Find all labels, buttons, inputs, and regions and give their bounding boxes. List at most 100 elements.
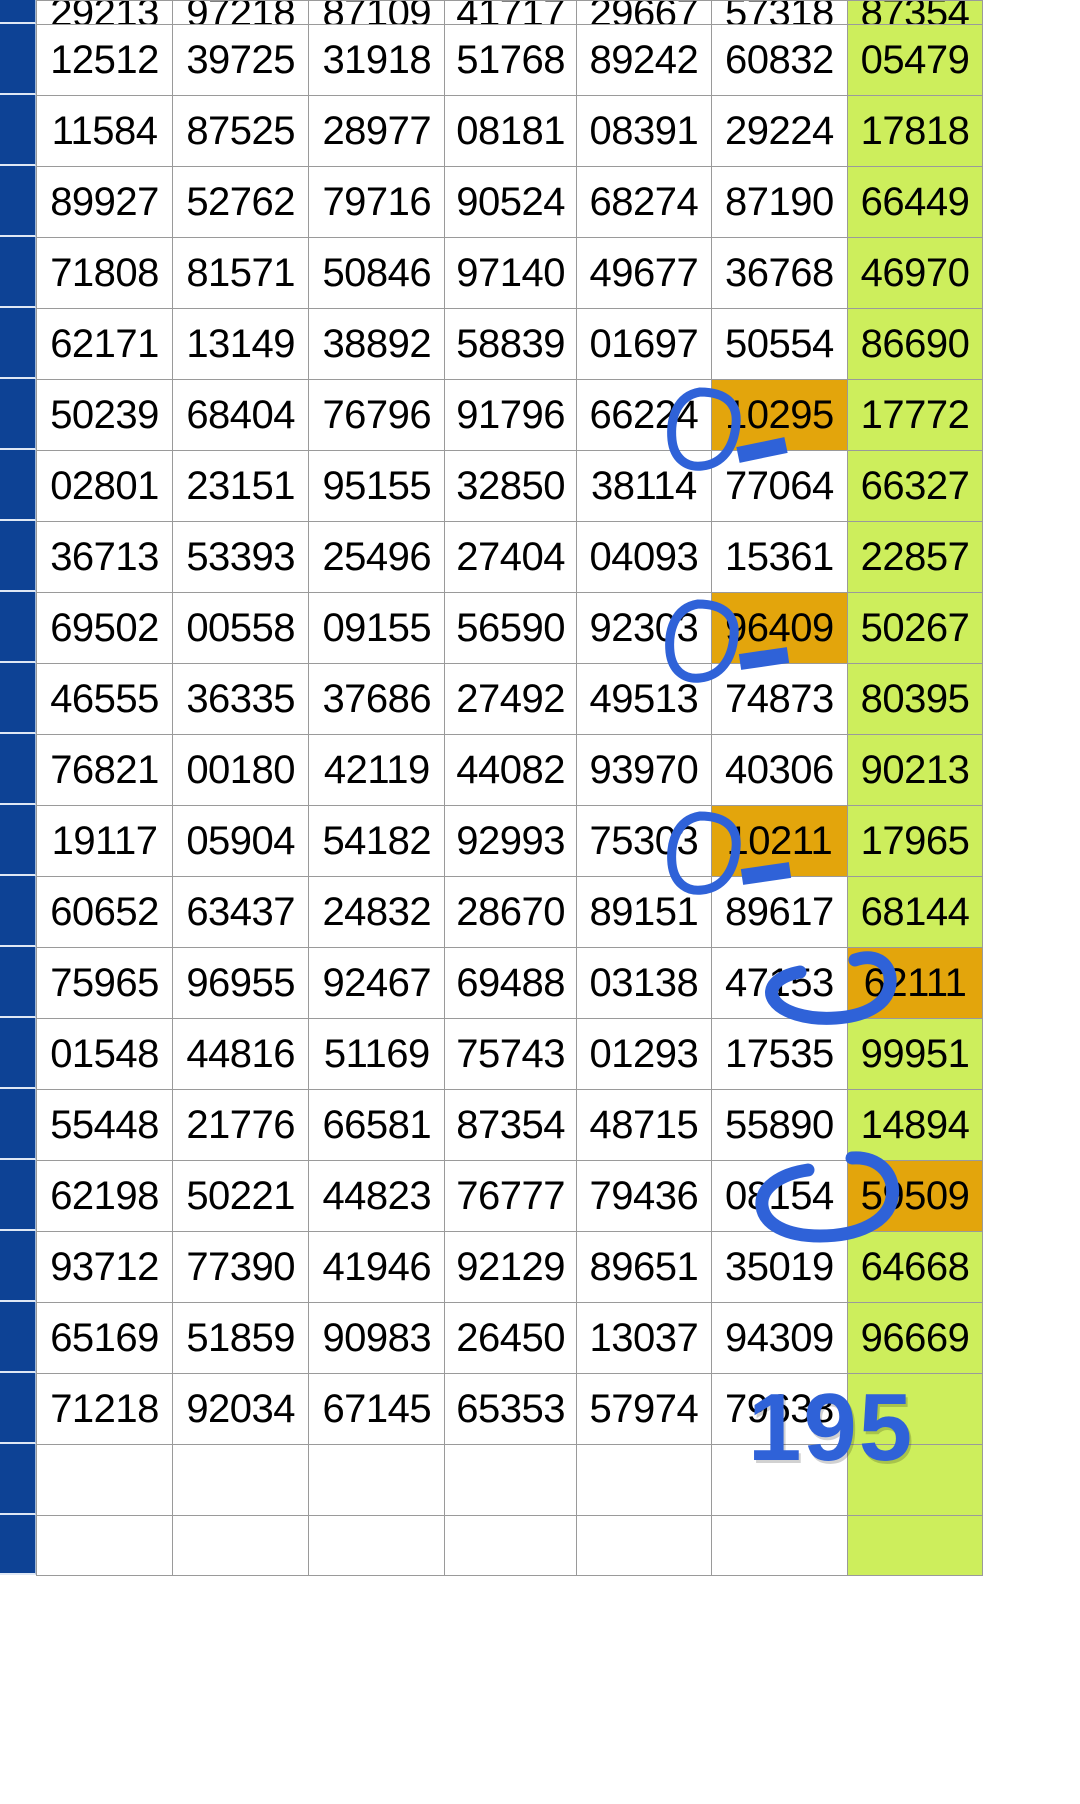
grid-cell[interactable]: 17818 [846,95,984,167]
row-header[interactable] [0,1231,36,1302]
grid-cell[interactable]: 57318 [710,0,848,25]
grid-cell[interactable]: 27404 [444,521,577,593]
row-header[interactable] [0,1515,36,1575]
grid-cell[interactable]: 89151 [575,876,712,948]
grid-cell[interactable]: 08154 [710,1160,848,1232]
grid-cell[interactable]: 17535 [710,1018,848,1090]
grid-cell[interactable]: 05904 [172,805,310,877]
grid-cell[interactable]: 46555 [35,663,174,735]
grid-cell[interactable]: 24832 [308,876,446,948]
grid-cell[interactable]: 41717 [444,0,577,25]
grid-cell[interactable]: 93970 [575,734,712,806]
grid-cell[interactable]: 92467 [308,947,446,1019]
grid-cell[interactable]: 36335 [172,663,310,735]
grid-cell[interactable]: 90524 [444,166,577,238]
grid-cell[interactable]: 52762 [172,166,310,238]
grid-cell[interactable]: 90983 [308,1302,446,1374]
table-row[interactable]: 62171 13149 38892 58839 01697 50554 86690 [35,308,984,380]
grid-cell[interactable]: 51169 [308,1018,446,1090]
grid-cell[interactable]: 12512 [35,24,174,96]
row-header[interactable] [0,1373,36,1444]
grid-cell[interactable]: 01293 [575,1018,712,1090]
grid-cell[interactable]: 32850 [444,450,577,522]
grid-cell[interactable]: 19117 [35,805,174,877]
grid-cell[interactable]: 65353 [444,1373,577,1445]
row-header[interactable] [0,592,36,663]
grid-cell[interactable]: 00558 [172,592,310,664]
grid-cell[interactable]: 29213 [35,0,174,25]
row-header[interactable] [0,876,36,947]
grid-cell[interactable]: 63437 [172,876,310,948]
table-row[interactable]: 02801 23151 95155 32850 38114 77064 66327 [35,450,984,522]
grid-cell[interactable]: 99951 [846,1018,984,1090]
grid-cell[interactable]: 44082 [444,734,577,806]
grid-cell[interactable]: 97140 [444,237,577,309]
grid-cell[interactable]: 81571 [172,237,310,309]
grid-cell[interactable]: 87354 [444,1089,577,1161]
table-row[interactable]: 76821 00180 42119 44082 93970 40306 90213 [35,734,984,806]
grid-cell[interactable]: 87109 [308,0,446,25]
row-header[interactable] [0,0,36,24]
grid-cell[interactable]: 75303 [575,805,712,877]
grid-cell[interactable] [444,1444,577,1516]
grid-cell[interactable]: 38114 [575,450,712,522]
grid-cell[interactable]: 36768 [710,237,848,309]
grid-cell[interactable]: 27492 [444,663,577,735]
grid-cell[interactable]: 51768 [444,24,577,96]
data-grid[interactable]: 29213 97218 87109 41717 29667 57318 87354 12512… [35,0,984,1576]
grid-cell[interactable]: 71218 [35,1373,174,1445]
grid-cell[interactable]: 69488 [444,947,577,1019]
grid-cell[interactable]: 79436 [575,1160,712,1232]
grid-cell[interactable] [444,1515,577,1576]
grid-cell[interactable] [172,1515,310,1576]
table-row[interactable]: 65169 51859 90983 26450 13037 94309 96669 [35,1302,984,1374]
grid-cell[interactable] [575,1515,712,1576]
grid-cell[interactable]: 15361 [710,521,848,593]
table-row[interactable]: 71218 92034 67145 65353 57974 79638 [35,1373,984,1445]
row-header[interactable] [0,166,36,237]
grid-cell[interactable]: 50554 [710,308,848,380]
table-row[interactable]: 55448 21776 66581 87354 48715 55890 14894 [35,1089,984,1161]
row-header[interactable] [0,95,36,166]
grid-cell[interactable]: 26450 [444,1302,577,1374]
grid-cell[interactable]: 66449 [846,166,984,238]
grid-cell[interactable]: 64668 [846,1231,984,1303]
grid-cell[interactable]: 60652 [35,876,174,948]
grid-cell[interactable]: 92993 [444,805,577,877]
grid-cell[interactable]: 75743 [444,1018,577,1090]
grid-cell[interactable] [846,1515,984,1576]
grid-cell[interactable]: 55890 [710,1089,848,1161]
grid-cell[interactable]: 28977 [308,95,446,167]
table-row[interactable]: 60652 63437 24832 28670 89151 89617 68144 [35,876,984,948]
grid-cell[interactable]: 92034 [172,1373,310,1445]
grid-cell[interactable] [846,1444,984,1516]
grid-cell[interactable] [35,1444,174,1516]
grid-cell[interactable] [35,1515,174,1576]
grid-cell[interactable]: 00180 [172,734,310,806]
table-row[interactable]: 93712 77390 41946 92129 89651 35019 64668 [35,1231,984,1303]
grid-cell[interactable]: 90213 [846,734,984,806]
table-row[interactable]: 71808 81571 50846 97140 49677 36768 46970 [35,237,984,309]
grid-cell[interactable]: 87190 [710,166,848,238]
grid-cell[interactable] [172,1444,310,1516]
grid-cell[interactable]: 31918 [308,24,446,96]
grid-cell[interactable]: 58839 [444,308,577,380]
grid-cell[interactable]: 59509 [846,1160,984,1232]
grid-cell[interactable]: 01697 [575,308,712,380]
grid-cell[interactable]: 77064 [710,450,848,522]
grid-cell[interactable]: 05479 [846,24,984,96]
grid-cell[interactable]: 44823 [308,1160,446,1232]
grid-cell[interactable]: 92129 [444,1231,577,1303]
grid-cell[interactable]: 87354 [846,0,984,25]
grid-cell[interactable]: 97218 [172,0,310,25]
grid-cell[interactable]: 96669 [846,1302,984,1374]
grid-cell[interactable]: 96955 [172,947,310,1019]
grid-cell[interactable]: 50267 [846,592,984,664]
grid-cell[interactable]: 87525 [172,95,310,167]
table-row[interactable]: 50239 68404 76796 91796 66224 10295 17772 [35,379,984,451]
grid-cell[interactable]: 28670 [444,876,577,948]
grid-cell[interactable]: 37686 [308,663,446,735]
grid-cell[interactable]: 01548 [35,1018,174,1090]
grid-cell[interactable]: 56590 [444,592,577,664]
row-header[interactable] [0,379,36,450]
